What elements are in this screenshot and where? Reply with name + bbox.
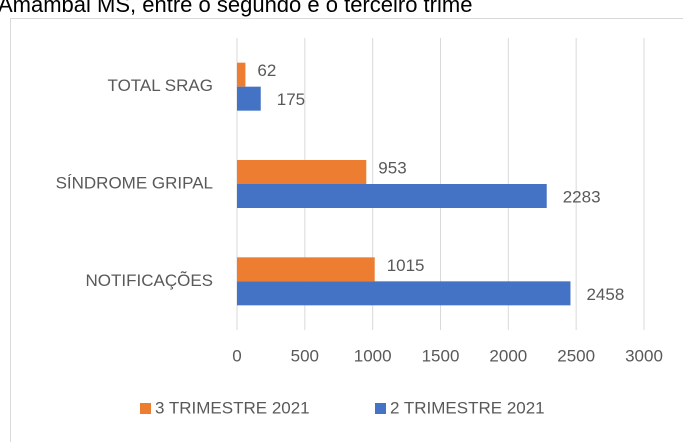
data-label: 2283 [563,187,601,206]
bar [237,184,547,208]
x-tick-label: 1000 [354,346,392,365]
legend-swatch [375,403,386,414]
data-label: 175 [277,90,305,109]
bar [237,160,367,184]
data-label: 2458 [586,285,624,304]
bar [237,257,375,282]
chart-title: Amambai MS, entre o segundo e o terceiro… [0,0,472,17]
y-tick-label: NOTIFICAÇÕES [85,271,213,290]
bar [237,281,571,306]
y-tick-label: SÍNDROME GRIPAL [56,173,213,192]
legend-swatch [140,403,151,414]
legend-label: 3 TRIMESTRE 2021 [155,398,310,417]
x-tick-label: 0 [232,346,241,365]
data-label: 62 [257,61,276,80]
data-label: 953 [378,158,406,177]
x-tick-label: 2000 [489,346,527,365]
x-tick-label: 1500 [422,346,460,365]
legend-label: 2 TRIMESTRE 2021 [390,398,545,417]
y-tick-label: TOTAL SRAG [108,76,214,95]
x-tick-label: 3000 [625,346,663,365]
bar [237,62,246,87]
data-label: 1015 [387,256,425,275]
chart-frame [10,18,683,442]
x-tick-label: 2500 [557,346,595,365]
bar [237,86,261,111]
x-tick-label: 500 [291,346,319,365]
